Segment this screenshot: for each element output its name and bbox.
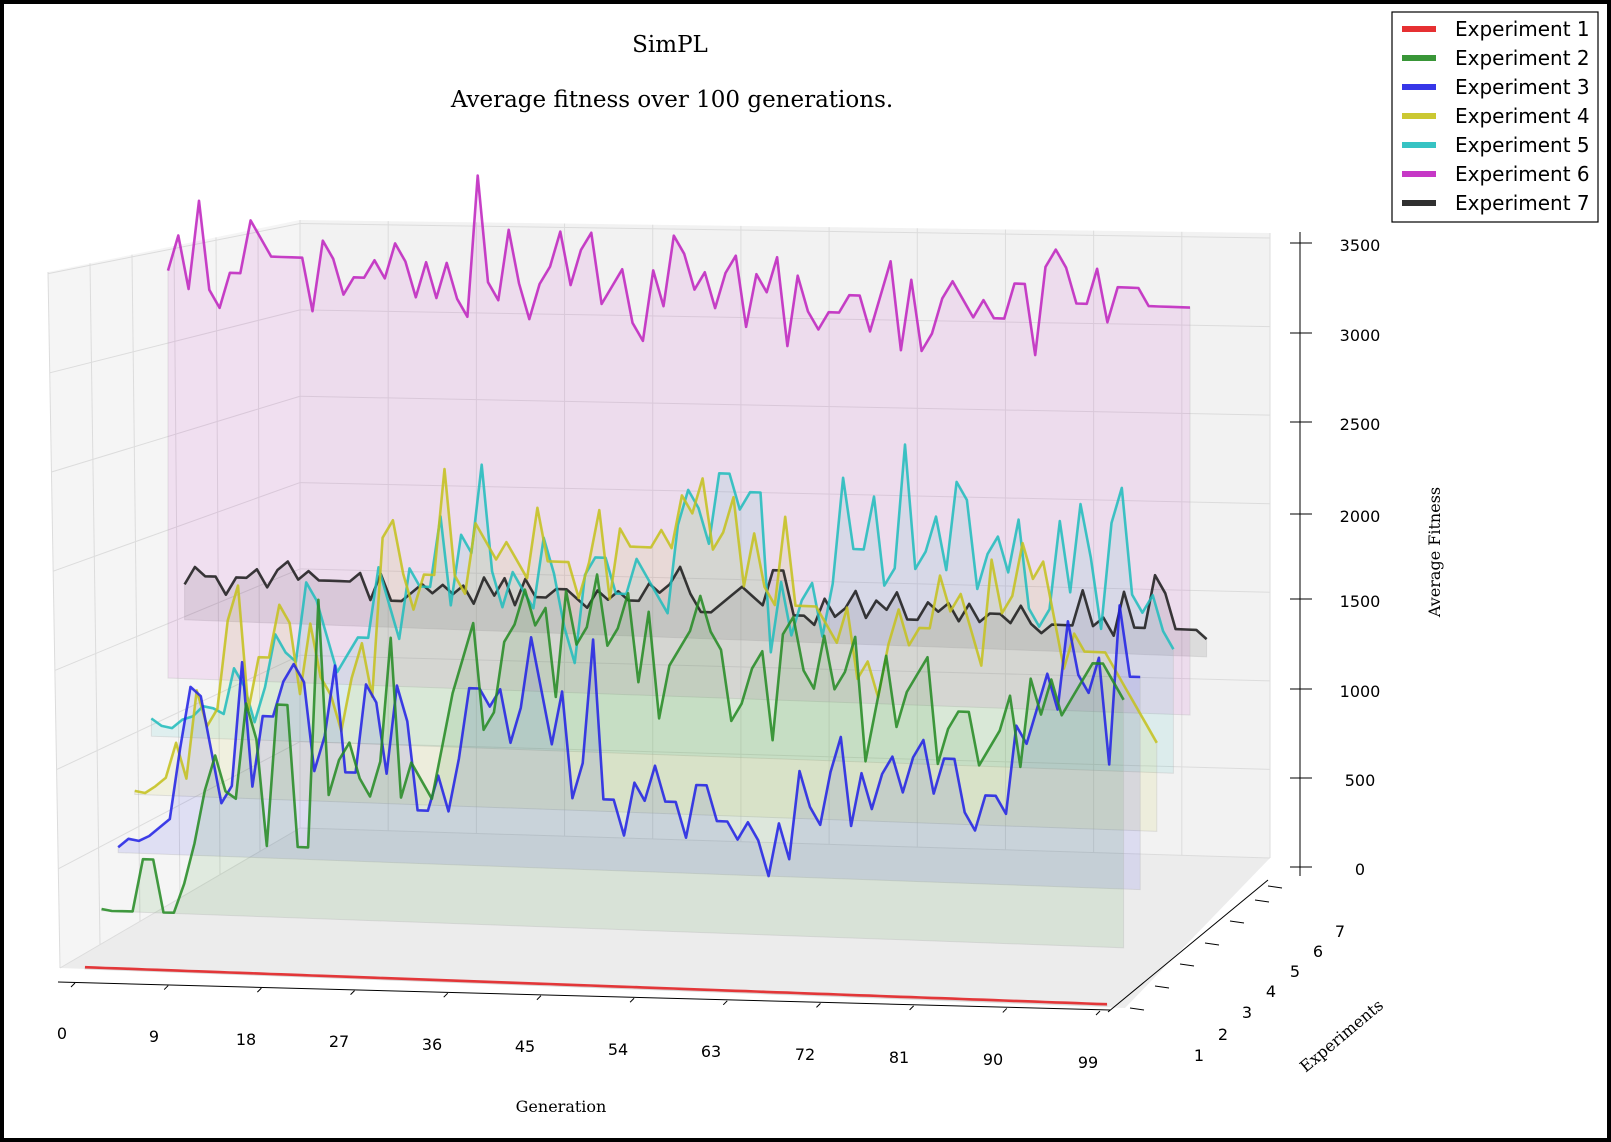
- y-tick-label: 2: [1218, 1025, 1228, 1044]
- series-line-experiment-2: [101, 573, 1125, 914]
- grid-line-y: [257, 228, 261, 852]
- y-tick-mark: [1179, 963, 1195, 967]
- series-line-experiment-6: [166, 174, 1191, 357]
- z-tick-label: 500: [1345, 771, 1376, 790]
- grid-line-z: [299, 482, 1271, 505]
- x-tick-mark: [629, 997, 635, 1003]
- legend-label: Experiment 4: [1455, 104, 1590, 128]
- legend-label: Experiment 1: [1455, 17, 1590, 41]
- x-axis-label: Generation: [516, 1097, 607, 1116]
- y-axis-label: Experiments: [1296, 995, 1387, 1076]
- x-tick-label: 0: [57, 1024, 67, 1043]
- z-axis-label: Average Fitness: [1425, 487, 1444, 618]
- z-tick-label: 1000: [1340, 682, 1381, 701]
- x-tick-label: 90: [983, 1050, 1003, 1069]
- x-tick-label: 72: [795, 1045, 815, 1064]
- series-line-experiment-7: [183, 560, 1208, 641]
- x-tick-mark: [443, 992, 449, 998]
- y-tick-label: 7: [1335, 922, 1345, 941]
- chart-subtitle: Average fitness over 100 generations.: [450, 87, 893, 113]
- chart-axes: 0 9 18 27 36 45 54 63 72 81 90 99 123456705001000150…: [57, 232, 1380, 1072]
- chart-title: SimPL: [632, 32, 708, 58]
- x-tick-label: 63: [701, 1042, 721, 1061]
- grid-line-z: [299, 223, 1271, 239]
- y-tick-mark: [1267, 885, 1283, 889]
- y-tick-label: 1: [1194, 1046, 1204, 1065]
- y-tick-label: 5: [1290, 962, 1300, 981]
- grid-line-z: [299, 395, 1271, 416]
- y-tick-label: 3: [1242, 1003, 1252, 1022]
- x-tick-label: 81: [889, 1048, 909, 1067]
- x-tick-mark: [163, 985, 169, 990]
- x-tick-mark: [536, 995, 542, 1001]
- legend-label: Experiment 3: [1455, 75, 1590, 99]
- y-tick-label: 6: [1313, 942, 1323, 961]
- legend-label: Experiment 5: [1455, 133, 1590, 157]
- x-tick-label: 27: [329, 1032, 349, 1051]
- floor-pane: [60, 828, 1270, 1008]
- chart-legend: Experiment 1 Experiment 2 Experiment 3 Expe…: [1391, 11, 1599, 223]
- series-line-experiment-4: [134, 467, 1158, 795]
- y-axis-line: [1107, 879, 1269, 1013]
- x-tick-mark: [816, 1003, 821, 1008]
- grid-line-y: [47, 271, 61, 969]
- x-tick-mark: [1095, 1010, 1101, 1016]
- x-tick-mark: [257, 987, 262, 993]
- y-tick-label: 4: [1266, 982, 1276, 1001]
- z-tick-label: 3500: [1340, 236, 1381, 255]
- x-tick-label: 54: [608, 1040, 628, 1059]
- z-tick-label: 1500: [1340, 592, 1381, 611]
- z-tick-label: 3000: [1340, 326, 1381, 345]
- grid-line-y: [89, 263, 101, 945]
- series-line-experiment-3: [117, 604, 1141, 878]
- y-tick-mark: [1154, 985, 1170, 989]
- x-tick-mark: [909, 1005, 914, 1011]
- x-tick-label: 9: [149, 1027, 159, 1046]
- legend-label: Experiment 7: [1455, 191, 1590, 215]
- x-axis-line: [57, 981, 1111, 1011]
- y-tick-mark: [1129, 1007, 1145, 1011]
- x-tick-label: 45: [515, 1037, 535, 1056]
- x-tick-mark: [70, 982, 76, 988]
- series-lines: [84, 174, 1208, 1006]
- legend-label: Experiment 6: [1455, 162, 1590, 186]
- series-line-experiment-1: [84, 965, 1108, 1006]
- x-tick-mark: [722, 1000, 728, 1006]
- y-tick-mark: [1254, 899, 1270, 903]
- z-tick-label: 2500: [1340, 415, 1381, 434]
- series-line-experiment-5: [150, 443, 1175, 730]
- x-tick-label: 18: [236, 1030, 256, 1049]
- z-tick-label: 0: [1355, 860, 1365, 879]
- x-tick-label: 36: [422, 1035, 442, 1054]
- legend-label: Experiment 2: [1455, 46, 1590, 70]
- z-tick-label: 2000: [1340, 507, 1381, 526]
- x-tick-label: 99: [1078, 1053, 1098, 1072]
- x-tick-mark: [350, 990, 355, 995]
- grid-line-y: [131, 254, 141, 922]
- grid-line-y: [173, 245, 181, 899]
- y-tick-mark: [1204, 942, 1220, 946]
- x-tick-mark: [1002, 1008, 1008, 1013]
- y-tick-mark: [1229, 920, 1245, 924]
